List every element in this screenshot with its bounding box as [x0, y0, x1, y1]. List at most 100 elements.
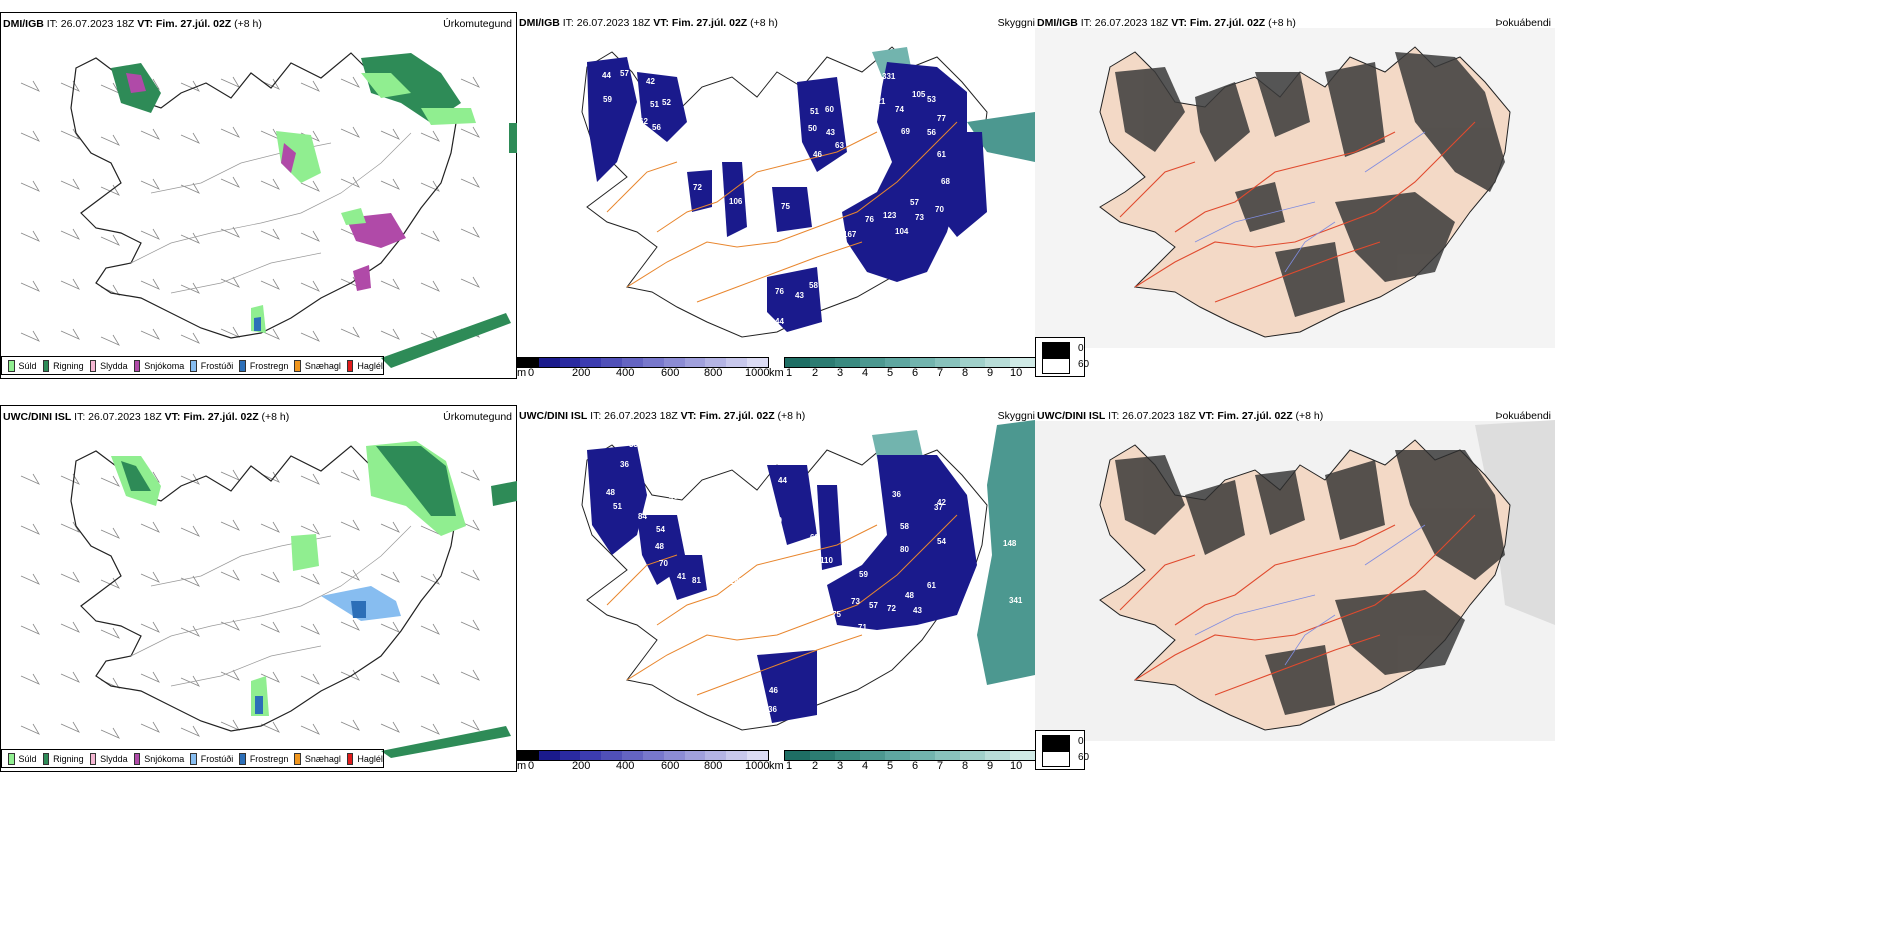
legend-swatch: [89, 752, 97, 765]
vis-tick: 5: [887, 760, 894, 772]
cloud-label: 36: [620, 460, 629, 469]
cloud-label: 28: [644, 468, 653, 477]
cloud-label: 148: [1003, 539, 1017, 548]
cloud-label: 63: [810, 533, 819, 542]
cloud-label: 48: [655, 542, 664, 551]
cloud-panel-top: 105 57 42 44 59 51 52 62 56 63 63 72 133…: [517, 12, 1036, 379]
legend-swatch: [42, 752, 50, 765]
cloud-label: 43: [913, 606, 922, 615]
cloud-label: 57: [910, 198, 919, 207]
vis-tick: 1: [786, 367, 793, 379]
cloud-label: 60: [773, 516, 782, 525]
rivers: [1194, 524, 1426, 666]
cloud-label: 42: [646, 77, 655, 86]
cloud-label: 48: [905, 591, 914, 600]
height-tick: 800: [704, 367, 723, 379]
legend-swatch: [8, 752, 15, 765]
cloud-label: 49: [873, 664, 882, 673]
fog-legend: 0 60: [1035, 730, 1089, 770]
vis-tick: 4: [862, 367, 869, 379]
legend-swatch: [294, 359, 301, 372]
cloud-label: 76: [865, 215, 874, 224]
height-tick: 600: [661, 367, 680, 379]
cloud-label: 71: [858, 623, 867, 632]
cloud-label: 77: [937, 114, 946, 123]
legend-swatch: [346, 752, 354, 765]
cloud-label: 74: [895, 105, 904, 114]
cloud-label: 68: [941, 177, 950, 186]
fog-legend-swatch: [1042, 358, 1070, 374]
cloud-label: 63: [665, 148, 674, 157]
cloud-label: 81: [692, 576, 701, 585]
cloud-label: 59: [859, 570, 868, 579]
precip-map-bottom: [20, 441, 517, 758]
legend-swatch: [294, 752, 301, 765]
fog-panel-top: DMI/IGB IT: 26.07.2023 18Z VT: Fim. 27.j…: [1035, 12, 1555, 379]
legend-swatch: [239, 359, 246, 372]
iceland-outline: [70, 445, 457, 732]
cloud-label: 46: [769, 686, 778, 695]
height-colorbar: [517, 750, 769, 761]
cloud-label: 56: [652, 123, 661, 132]
cloud-label: 64: [847, 85, 856, 94]
panel-type-label: Skyggni: [997, 17, 1035, 29]
panel-type-label: Úrkomutegund: [443, 411, 512, 423]
cloud-label: 44: [778, 476, 787, 485]
wind-barbs: [20, 76, 480, 346]
cloud-label: 104: [895, 227, 909, 236]
cloud-label: 48: [606, 488, 615, 497]
fog-legend: 0 60: [1035, 337, 1089, 377]
roads: [1119, 121, 1476, 303]
panel-type-label: Skyggni: [997, 410, 1035, 422]
fog-dark-areas: [1115, 450, 1505, 715]
fog-legend-swatch: [1042, 342, 1070, 358]
cloud-label: 105: [912, 90, 926, 99]
vis-tick: 7: [937, 760, 944, 772]
cloud-label: 113: [840, 197, 853, 206]
cloud-label: 133: [677, 198, 691, 207]
cloud-label: 73: [915, 213, 924, 222]
rivers: [1194, 131, 1426, 273]
cloud-label: 57: [620, 69, 629, 78]
cloud-label: 105: [859, 180, 873, 189]
cloud-label: 43: [795, 291, 804, 300]
cloud-label: 75: [781, 202, 790, 211]
cloud-label: 72: [693, 183, 702, 192]
cloud-label: 341: [1009, 596, 1023, 605]
cloud-label: 37: [934, 503, 943, 512]
height-tick: 400: [616, 367, 635, 379]
vis-tick: 1: [786, 760, 793, 772]
cloud-label: 33: [629, 440, 638, 449]
cloud-label: 61: [927, 581, 936, 590]
panel-type-label: Þokuábendi: [1495, 17, 1551, 29]
visibility-colorbar: [784, 750, 1036, 761]
panel-header: UWC/DINI ISL IT: 26.07.2023 18Z VT: Fim.…: [3, 411, 290, 423]
fog-legend-swatch: [1042, 751, 1070, 767]
height-tick: 800: [704, 760, 723, 772]
cloud-label: 40: [669, 492, 678, 501]
height-tick: 200: [572, 760, 591, 772]
height-unit: m: [517, 760, 527, 772]
roads: [606, 121, 958, 303]
cloud-label: 70: [935, 205, 944, 214]
height-tick: 1000: [745, 367, 770, 379]
visibility-unit: km: [769, 760, 784, 772]
cloud-label: 247: [730, 577, 744, 586]
cloud-label: 56: [631, 546, 640, 555]
cloud-label: 59: [603, 95, 612, 104]
roads: [1119, 514, 1476, 696]
cloud-label: 62: [639, 117, 648, 126]
cloud-label: 99: [719, 491, 728, 500]
wind-barbs: [20, 469, 480, 739]
vis-tick: 4: [862, 760, 869, 772]
cloud-label: 36: [768, 705, 777, 714]
vis-tick: 9: [987, 367, 994, 379]
vis-tick: 8: [962, 760, 969, 772]
cloud-label: 63: [839, 489, 848, 498]
fog-legend-swatch: [1042, 735, 1070, 751]
vis-tick: 3: [837, 760, 844, 772]
panel-header: DMI/IGB IT: 26.07.2023 18Z VT: Fim. 27.j…: [3, 18, 262, 30]
precip-panel-bottom: UWC/DINI ISL IT: 26.07.2023 18Z VT: Fim.…: [0, 405, 517, 772]
legend-swatch: [190, 359, 197, 372]
visibility-colorbar: [784, 357, 1036, 368]
